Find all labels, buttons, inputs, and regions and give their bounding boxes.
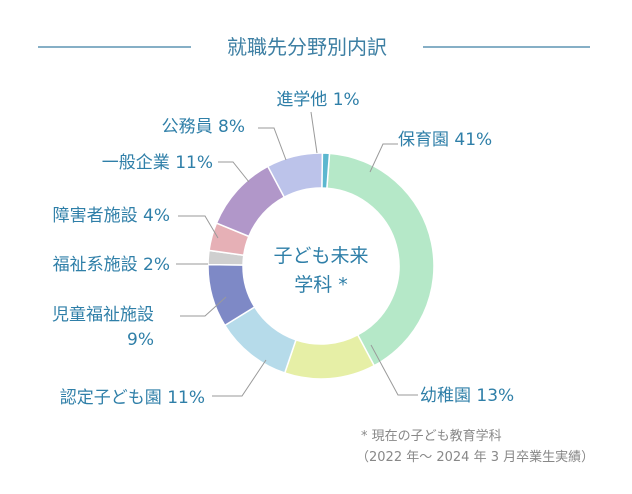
- slice-label-2: 認定子ども園 11%: [60, 388, 205, 408]
- footnote-line-2: （2022 年〜 2024 年 3 月卒業生実績）: [356, 449, 594, 465]
- slice-label-1: 幼稚園 13%: [420, 386, 514, 406]
- center-label-line-1: 子ども未来: [273, 245, 368, 267]
- leader-line-0: [369, 143, 398, 173]
- leader-line-3: [180, 296, 227, 317]
- slice-label-6: 一般企業 11%: [102, 153, 213, 173]
- slice-labels-group: 保育園 41% 幼稚園 13% 認定子ども園 11% 児童福祉施設 9% 福祉系施設 2%…: [52, 90, 514, 408]
- chart-title: 就職先分野別内訳: [227, 35, 387, 59]
- slice-label-7: 公務員 8%: [162, 117, 245, 137]
- leader-line-7: [258, 127, 287, 161]
- slice-label-8: 進学他 1%: [276, 90, 359, 110]
- leader-line-8: [310, 111, 318, 154]
- leader-line-2: [212, 359, 267, 397]
- donut-slice-8: [321, 152, 331, 190]
- slices-group: [207, 152, 435, 380]
- slice-label-0: 保育園 41%: [398, 130, 492, 150]
- donut-slice-1: [283, 333, 376, 380]
- leader-line-6: [218, 161, 250, 183]
- slice-label-3-line-0: 児童福祉施設: [52, 305, 154, 325]
- donut-slice-0: [326, 152, 435, 367]
- slice-label-3-line-1: 9%: [127, 330, 154, 350]
- leader-lines-group: [176, 111, 418, 397]
- leader-line-1: [370, 344, 418, 396]
- leader-line-5: [178, 215, 219, 239]
- slice-label-5: 障害者施設 4%: [53, 206, 170, 226]
- footnote-line-1: * 現在の子ども教育学科: [361, 428, 502, 444]
- slice-label-4: 福祉系施設 2%: [53, 255, 170, 275]
- center-label-line-2: 学科 *: [294, 274, 348, 296]
